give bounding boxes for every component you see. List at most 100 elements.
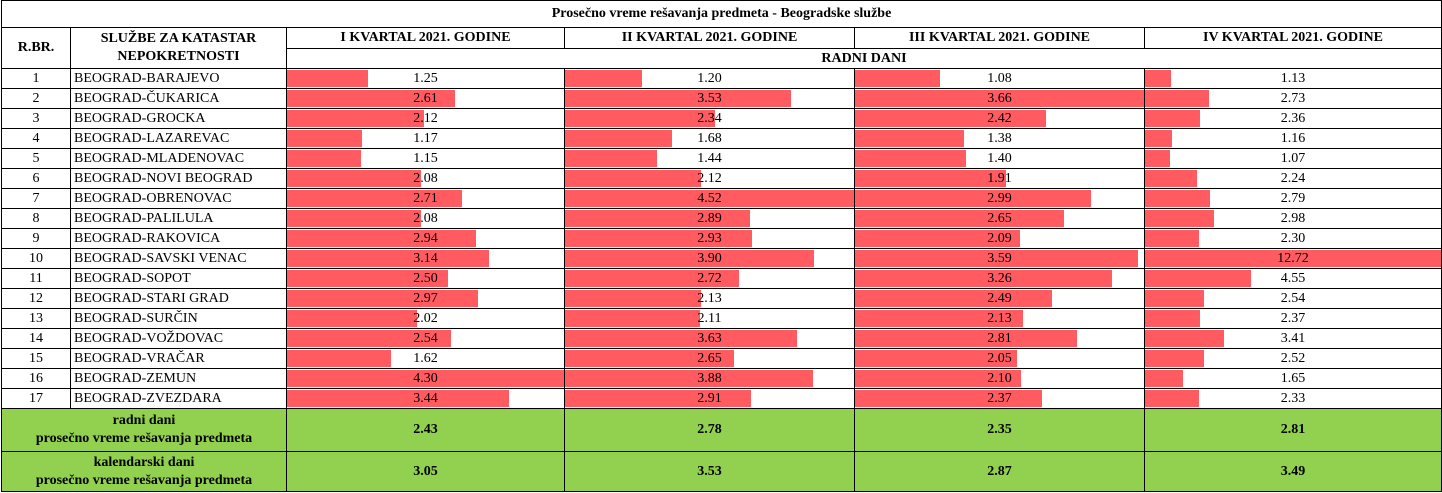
table-row: 9 BEOGRAD-RAKOVICA 2.94 2.93 2.09 2.30 <box>1 228 1442 249</box>
data-value: 2.91 <box>697 391 722 406</box>
summary-value: 2.81 <box>1144 408 1442 452</box>
data-value: 4.30 <box>413 371 438 386</box>
quarter-value-cell: 1.65 <box>1144 368 1442 389</box>
summary-row: radni dani prosečno vreme rešavanja predm… <box>1 408 1442 452</box>
table-row: 8 BEOGRAD-PALILULA 2.08 2.89 2.65 2.98 <box>1 208 1442 229</box>
summary-label: kalendarski dani prosečno vreme rešavanja… <box>1 451 287 492</box>
data-bar <box>565 270 739 287</box>
data-value: 1.07 <box>1280 151 1306 166</box>
quarter-value-cell: 2.61 <box>286 88 565 109</box>
data-value: 3.63 <box>697 331 722 346</box>
data-value: 3.44 <box>413 391 438 406</box>
data-bar <box>855 130 964 147</box>
data-value: 3.90 <box>697 251 722 266</box>
office-name: BEOGRAD-ZVEZDARA <box>70 388 287 409</box>
quarter-value-cell: 2.81 <box>854 328 1145 349</box>
summary-value: 2.87 <box>854 451 1145 492</box>
summary-label: radni dani prosečno vreme rešavanja predm… <box>1 408 287 452</box>
data-value: 1.62 <box>413 351 438 366</box>
data-value: 2.02 <box>413 311 438 326</box>
quarter-value-cell: 4.55 <box>1144 268 1442 289</box>
quarter-value-cell: 2.72 <box>564 268 855 289</box>
data-bar <box>855 170 1006 187</box>
quarter-value-cell: 2.71 <box>286 188 565 209</box>
row-number: 17 <box>1 388 71 409</box>
table-row: 12 BEOGRAD-STARI GRAD 2.97 2.13 2.49 2.54 <box>1 288 1442 309</box>
summary-value: 3.49 <box>1144 451 1442 492</box>
quarter-value-cell: 2.52 <box>1144 348 1442 369</box>
data-bar <box>287 270 449 287</box>
data-bar <box>287 110 424 127</box>
table-row: 1 BEOGRAD-BARAJEVO 1.25 1.20 1.08 1.13 <box>1 68 1442 89</box>
quarter-value-cell: 1.62 <box>286 348 565 369</box>
data-bar <box>855 350 1017 367</box>
data-bar <box>855 250 1139 267</box>
data-value: 3.26 <box>987 271 1012 286</box>
summary-label-line: kalendarski dani <box>93 454 195 470</box>
data-value: 2.50 <box>413 271 438 286</box>
office-name: BEOGRAD-VRAČAR <box>70 348 287 369</box>
data-bar <box>287 250 490 267</box>
data-value: 12.72 <box>1277 251 1309 266</box>
quarter-value-cell: 2.79 <box>1144 188 1442 209</box>
summary-value: 2.43 <box>286 408 565 452</box>
quarter-value-cell: 1.15 <box>286 148 565 169</box>
data-value: 2.34 <box>697 111 722 126</box>
row-number: 5 <box>1 148 71 169</box>
data-value: 2.72 <box>697 271 722 286</box>
quarter-value-cell: 1.16 <box>1144 128 1442 149</box>
quarter-value-cell: 3.14 <box>286 248 565 269</box>
data-bar <box>855 210 1065 227</box>
table-row: 16 BEOGRAD-ZEMUN 4.30 3.88 2.10 1.65 <box>1 368 1442 389</box>
data-bar <box>1145 350 1204 367</box>
data-bar <box>1145 210 1215 227</box>
quarter-value-cell: 3.59 <box>854 248 1145 269</box>
data-value: 2.10 <box>987 371 1012 386</box>
data-bar <box>565 90 791 107</box>
data-bar <box>565 390 752 407</box>
quarter-value-cell: 1.13 <box>1144 68 1442 89</box>
quarter-value-cell: 2.11 <box>564 308 855 329</box>
data-bar <box>565 230 753 247</box>
data-bar <box>1145 250 1441 267</box>
row-number: 16 <box>1 368 71 389</box>
data-bar <box>287 90 456 107</box>
data-value: 2.98 <box>1280 211 1306 226</box>
data-bar <box>1145 150 1170 167</box>
data-value: 2.93 <box>697 231 722 246</box>
data-bar <box>565 370 814 387</box>
data-value: 2.12 <box>697 171 722 186</box>
row-number: 2 <box>1 88 71 109</box>
data-value: 2.54 <box>413 331 438 346</box>
data-value: 3.59 <box>987 251 1012 266</box>
quarter-value-cell: 2.54 <box>286 328 565 349</box>
data-value: 1.38 <box>987 131 1012 146</box>
office-name: BEOGRAD-ČUKARICA <box>70 88 287 109</box>
data-bar <box>565 290 702 307</box>
quarter-value-cell: 2.50 <box>286 268 565 289</box>
data-value: 2.71 <box>413 191 438 206</box>
data-bar <box>1145 310 1201 327</box>
row-number: 12 <box>1 288 71 309</box>
office-name: BEOGRAD-SOPOT <box>70 268 287 289</box>
data-value: 2.24 <box>1280 171 1306 186</box>
row-number: 10 <box>1 248 71 269</box>
office-name: BEOGRAD-ZEMUN <box>70 368 287 389</box>
quarter-value-cell: 1.08 <box>854 68 1145 89</box>
quarter-value-cell: 2.02 <box>286 308 565 329</box>
quarter-value-cell: 1.20 <box>564 68 855 89</box>
data-bar <box>1145 110 1200 127</box>
office-name: BEOGRAD-OBRENOVAC <box>70 188 287 209</box>
data-value: 2.49 <box>987 291 1012 306</box>
data-bar <box>855 370 1021 387</box>
data-value: 3.14 <box>413 251 438 266</box>
data-value: 2.42 <box>987 111 1012 126</box>
data-value: 2.05 <box>987 351 1012 366</box>
data-bar <box>1145 70 1172 87</box>
quarter-value-cell: 2.54 <box>1144 288 1442 309</box>
data-bar <box>287 130 363 147</box>
data-value: 2.79 <box>1280 191 1306 206</box>
row-number: 1 <box>1 68 71 89</box>
data-value: 4.52 <box>697 191 722 206</box>
